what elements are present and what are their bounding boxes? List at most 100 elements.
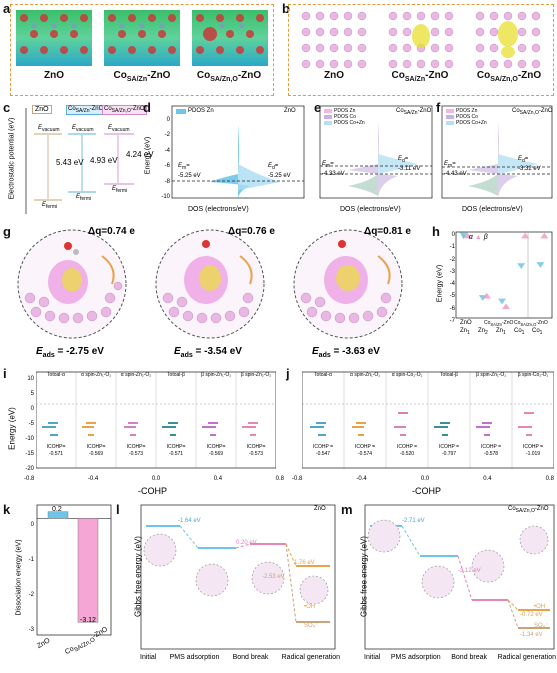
panel-j-icohp: ICOHP = -0.547 ICOHP = -0.574 ICOHP = -0.52… <box>312 444 544 457</box>
panel-k-value-2: -3.12 <box>80 617 96 624</box>
panel-d-xlabel: DOS (electrons/eV) <box>188 206 249 213</box>
panel-b-caption-2: CoSA/Zn-ZnO <box>391 70 449 83</box>
panel-f-label: f <box>436 100 441 115</box>
panel-f-title: CoSA/Zn,O-ZnO <box>512 108 553 117</box>
panel-h-marker-beta-5 <box>540 232 549 239</box>
g-circle-1 <box>17 229 127 339</box>
panel-m-xticks: Initial PMS adsorption Bond break Radical g… <box>364 654 556 661</box>
panel-l-ann-2: 0.20 eV <box>236 540 257 546</box>
panel-e-em: Em= -4.33 eV <box>322 161 345 178</box>
panel-c-name-co-sa-zn: CoSA/Zn-ZnO <box>66 105 106 116</box>
panel-g-label: g <box>3 224 11 239</box>
panel-l-species-1: •OH <box>304 604 316 610</box>
panel-b-structures <box>301 11 541 69</box>
panel-h-legend: ▼ α ▲ β <box>460 234 488 241</box>
panel-h-marker-beta-3 <box>502 303 510 310</box>
panel-c-efermi-2: Efermi <box>76 194 92 203</box>
panel-m-ann-1: -2.71 eV <box>402 518 425 524</box>
panel-m-ann-2: -3.12 eV <box>458 568 481 574</box>
panel-g-dq-1: Δq=0.74 e <box>88 226 135 237</box>
panel-m-plot <box>364 504 555 650</box>
panel-c-evac-2: Evacuum <box>72 125 94 134</box>
panel-e-legend: PDOS Zn PDOS Co PDOS Co+Zn <box>334 108 365 126</box>
panel-h-plot <box>455 231 553 319</box>
panel-f-em: Em= -4.43 eV <box>444 161 467 178</box>
zno-column <box>34 133 62 201</box>
panel-f-legend: PDOS Zn PDOS Co PDOS Co+Zn <box>456 108 487 126</box>
panel-m-title: CoSA/Zn,O-ZnO <box>508 506 549 515</box>
panel-c-efermi-1: Efermi <box>42 202 58 211</box>
panel-h-marker-beta-1 <box>463 232 472 239</box>
panel-l-plot <box>140 504 336 650</box>
g-circle-2 <box>155 229 265 339</box>
panel-k-value-1: 0.2 <box>52 506 62 513</box>
panel-l-species-2: SO₄⁻ <box>304 623 319 629</box>
panel-d-em: Em= -5.25 eV <box>178 163 201 180</box>
panel-b-caption-3: CoSA/Zn,O-ZnO <box>476 70 542 83</box>
panel-e-xlabel: DOS (electrons/eV) <box>340 206 401 213</box>
co-sa-zno-column <box>104 133 134 185</box>
panel-e-plot <box>319 105 433 199</box>
panel-i-label: i <box>3 366 7 381</box>
panel-g-dq-3: Δq=0.81 e <box>364 226 411 237</box>
panel-c-evac-1: Evacuum <box>38 125 60 134</box>
panel-m-species-1: •OH <box>534 604 546 610</box>
panel-c-gap-2: 4.93 eV <box>90 156 118 165</box>
panel-f-plot <box>441 105 553 199</box>
panel-g-eads-3: Eads = -3.63 eV <box>312 346 380 359</box>
panel-d-yticks: 0 -2 -4 -6 -8 -10 <box>161 117 170 201</box>
panel-h-yticks: 0 -1 -2 -3 -4 -5 -6 -7 <box>449 232 455 325</box>
panel-l-xticks: Initial PMS adsorption Bond break Radical g… <box>140 654 340 661</box>
panel-h-marker-alpha-3 <box>498 298 506 305</box>
panel-a-structures <box>16 10 268 66</box>
panel-f-xlabel: DOS (electrons/eV) <box>462 206 523 213</box>
panel-c-plot <box>25 108 134 214</box>
panel-c-name-zno: ZnO <box>32 105 52 114</box>
co-sa-zn-column <box>68 133 96 193</box>
panel-c-ylabel: Electrostatic potential (eV) <box>8 117 16 200</box>
panel-f-ed: Ed= -3.32 eV <box>518 156 541 173</box>
panel-j-col-titles: Totoal-α α spin-Zn₁-O₁ α spin-Co₁-O₁ Tot… <box>314 372 549 378</box>
panel-a-caption-2: CoSA/Zn-ZnO <box>113 70 171 83</box>
panel-a-caption-3: CoSA/Zn,O-ZnO <box>196 70 262 83</box>
panel-i-ylabel: Energy (eV) <box>7 407 17 450</box>
panel-l-ann-4: -2.53 eV <box>262 574 285 580</box>
panel-d-plot <box>171 105 305 199</box>
panel-c-label: c <box>3 100 11 115</box>
panel-d-ed: Ed= -5.25 eV <box>268 163 291 180</box>
panel-h-marker-alpha-1 <box>459 232 468 239</box>
panel-l-title: ZnO <box>314 506 326 512</box>
panel-c-gap-3: 4.24 eV <box>126 150 154 159</box>
panel-e-title: CoSA/Zn-ZnO <box>396 108 432 117</box>
panel-i-xticks: -0.8 -0.4 0.0 0.4 0.8 <box>24 476 284 482</box>
panel-c-gap-1: 5.43 eV <box>56 158 84 167</box>
panel-h-group-1: ZnO <box>460 320 472 326</box>
panel-i-plot <box>36 371 276 469</box>
panel-i-icohp: ICOHP= -0.571 ICOHP= -0.569 ICOHP= -0.573 I… <box>46 444 266 457</box>
panel-b-label: b <box>282 1 290 16</box>
panel-m-ann-3: -0.72 eV <box>520 612 543 618</box>
panel-l-ann-3: 1.76 eV <box>294 560 315 566</box>
panel-a-label: a <box>3 1 11 16</box>
panel-h-marker-beta-2 <box>482 292 491 299</box>
panel-j-plot <box>302 371 554 469</box>
panel-b-frame <box>288 4 554 96</box>
panel-c-evac-3: Evacuum <box>108 125 130 134</box>
panel-h-group-3: CoSA/Zn,O-ZnO <box>514 320 548 327</box>
panel-g-dq-2: Δq=0.76 e <box>228 226 275 237</box>
panel-a-frame <box>10 4 274 96</box>
panel-g-structures <box>17 229 403 339</box>
panel-i-xlabel: -COHP <box>138 486 167 496</box>
panel-k-xlabel-1: ZnO <box>36 637 52 651</box>
panel-j-xlabel: -COHP <box>412 486 441 496</box>
g-circle-3 <box>293 229 403 339</box>
panel-m-label: m <box>341 502 353 517</box>
panel-k-label: k <box>3 502 11 517</box>
panel-l-label: l <box>116 502 120 517</box>
panel-k-bar-1 <box>47 511 69 519</box>
panel-e-label: e <box>314 100 322 115</box>
panel-d-legend: PDOS Zn <box>188 108 214 114</box>
panel-a-caption-1: ZnO <box>44 70 64 81</box>
panel-k-yticks: 0 -1 -2 -3 <box>28 522 34 633</box>
panel-h-marker-alpha-5 <box>536 262 545 268</box>
